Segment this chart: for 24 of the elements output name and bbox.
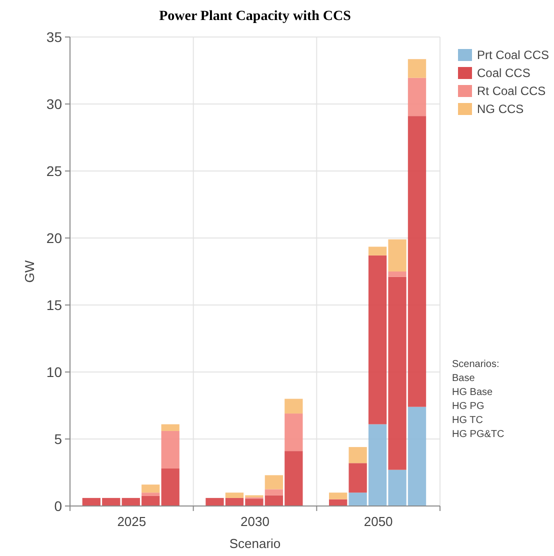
text: HG PG (452, 401, 484, 412)
y-tick-label: 25 (46, 162, 62, 179)
text: HG PG&TC (452, 429, 504, 440)
x-axis-title: Scenario (229, 536, 281, 551)
text: Base (452, 373, 476, 384)
y-tick-label: 0 (54, 498, 62, 514)
text: HG Base (452, 387, 494, 398)
y-tick-label: 35 (46, 28, 62, 45)
chart-title: Power Plant Capacity with CCS (159, 9, 352, 24)
y-tick-label: 30 (46, 96, 62, 112)
legend-label: Prt Coal CCS (477, 48, 550, 62)
y-axis-title: GW (22, 260, 37, 283)
legend-label: Coal CCS (477, 66, 530, 80)
y-tick-label: 15 (46, 296, 62, 313)
x-tick-label: 2030 (240, 514, 270, 529)
text: HG TC (452, 415, 483, 426)
legend-label: NG CCS (477, 102, 524, 116)
y-tick-label: 5 (54, 430, 62, 447)
y-tick-label: 10 (46, 364, 62, 380)
y-tick-label: 20 (46, 230, 62, 246)
x-tick-label: 2025 (117, 514, 146, 529)
text: Scenarios: (452, 359, 500, 370)
legend-label: Rt Coal CCS (477, 84, 546, 98)
x-tick-label: 2050 (364, 514, 393, 529)
